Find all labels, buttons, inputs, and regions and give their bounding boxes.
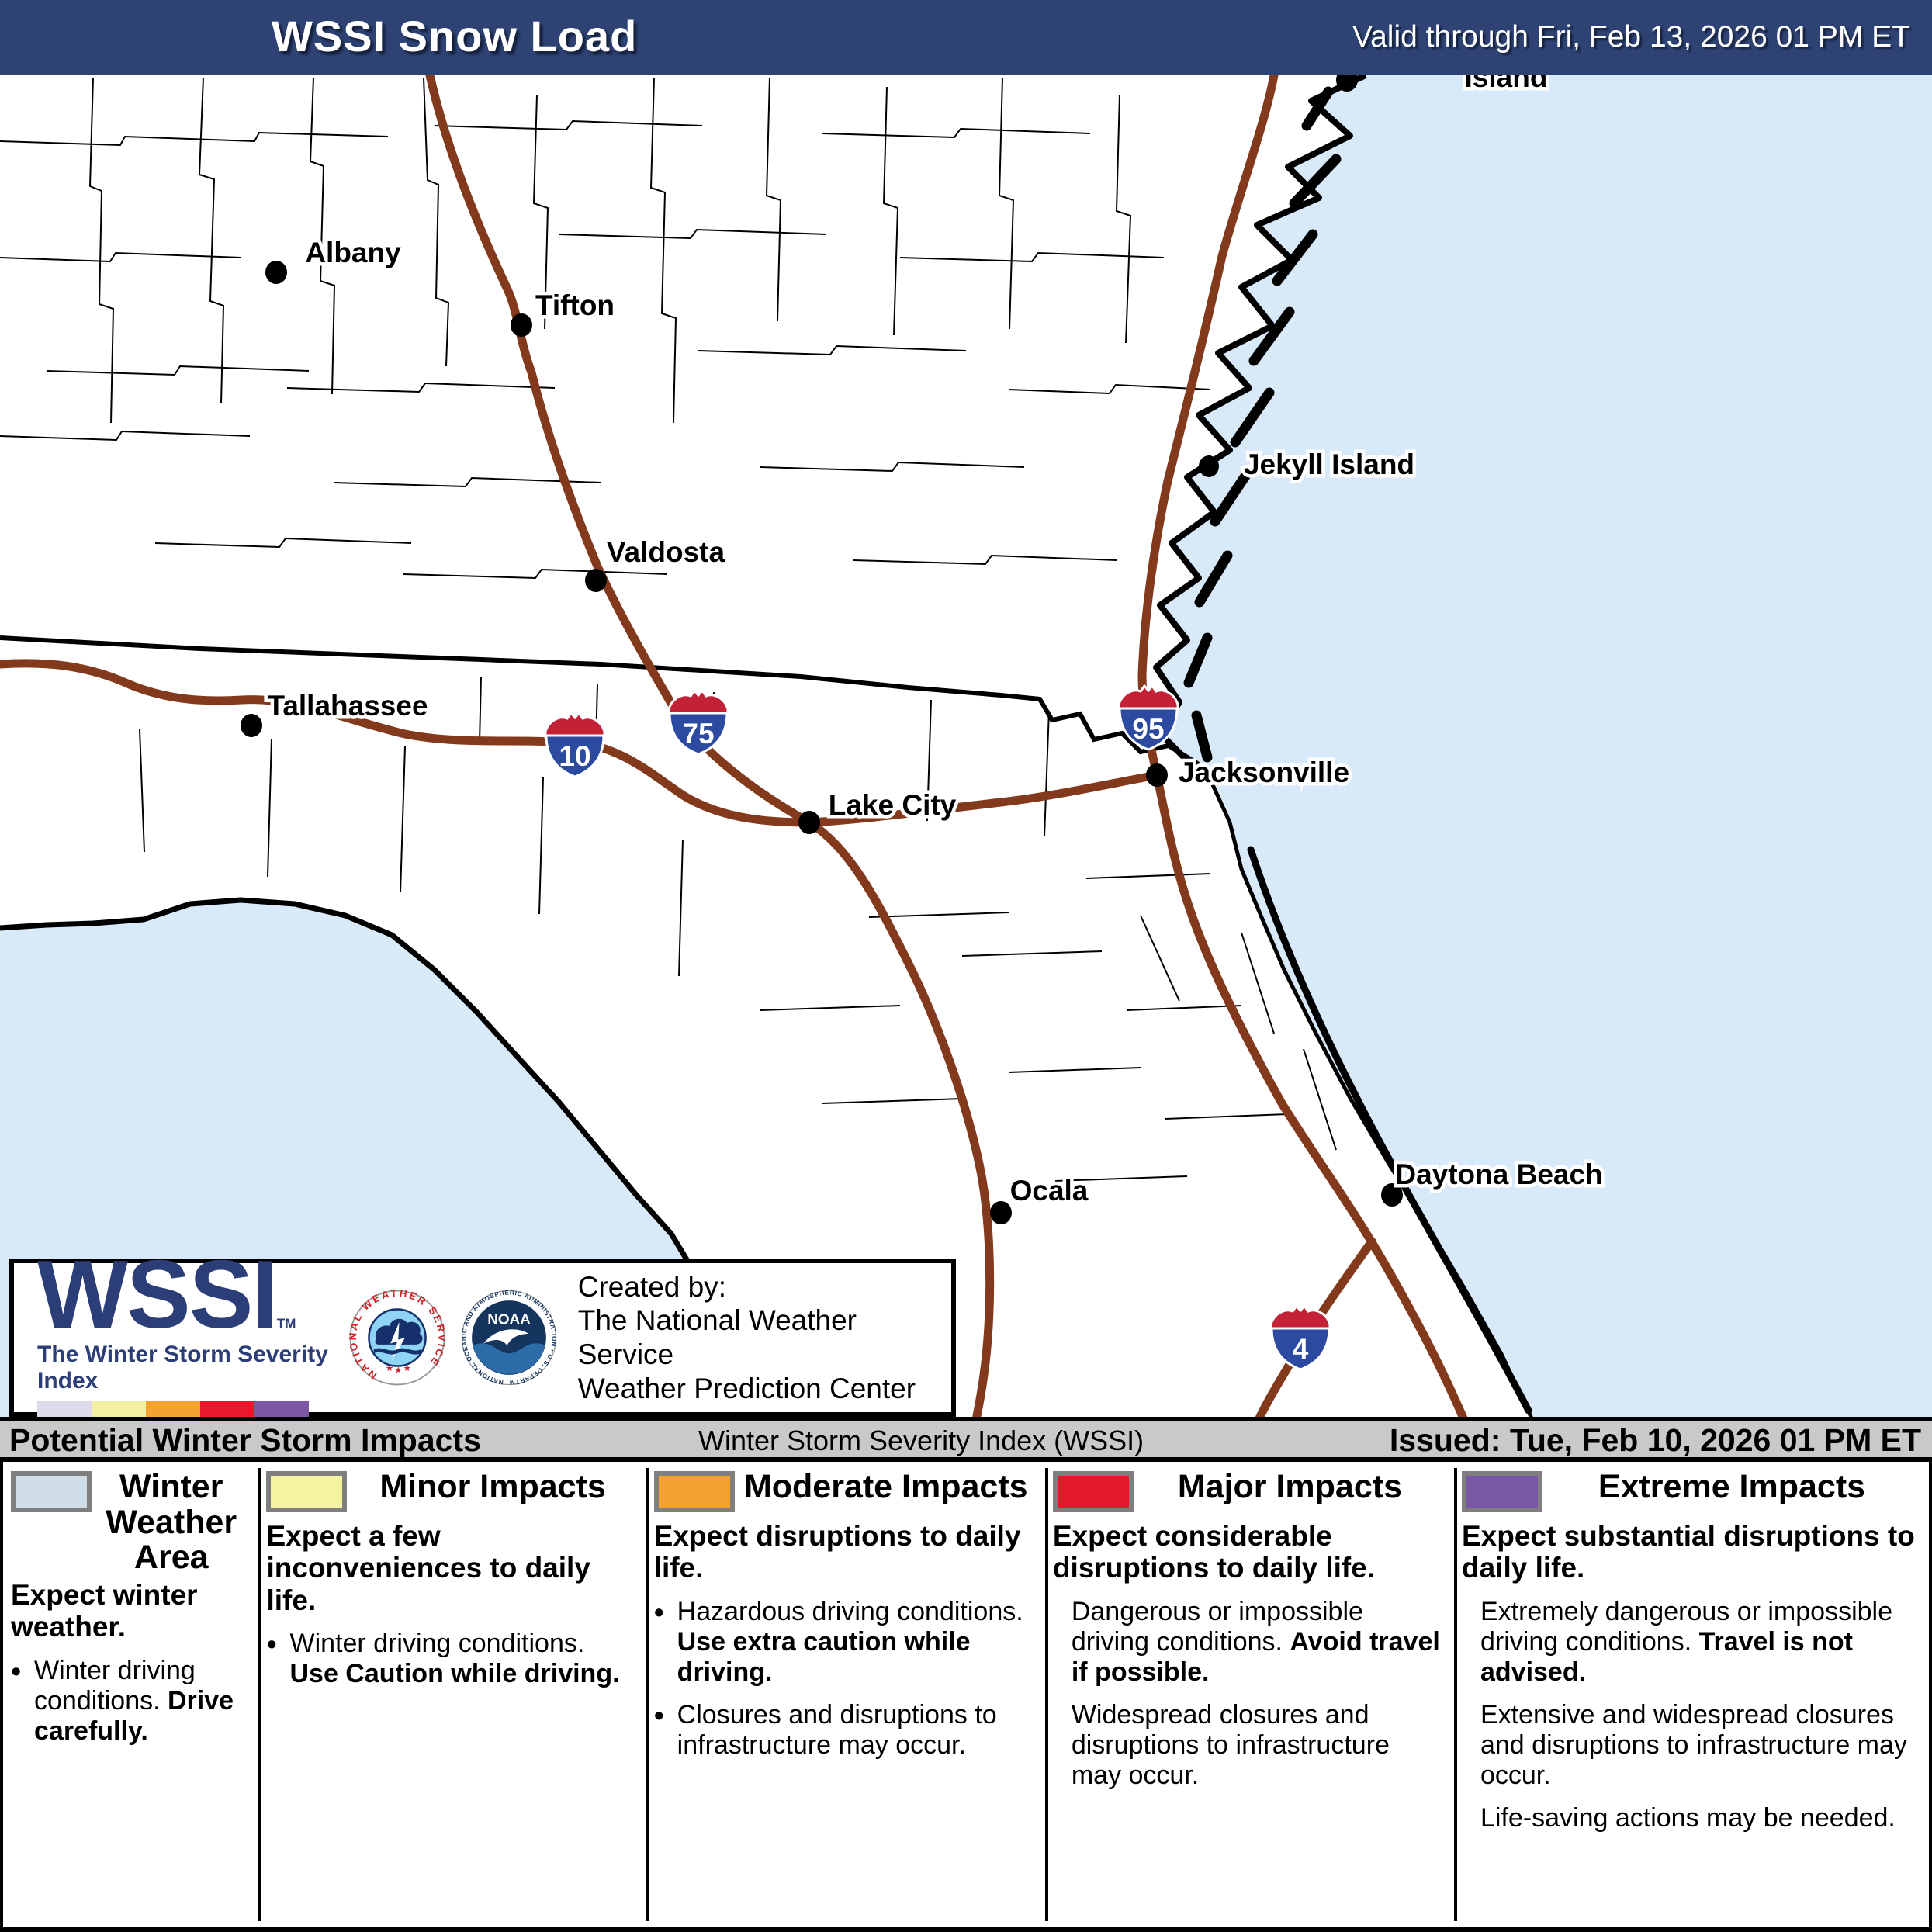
legend-item: Winter driving conditions. Drive careful… (11, 1656, 251, 1747)
city-dot-ocala (990, 1201, 1012, 1224)
header-bar: WSSI Snow Load Valid through Fri, Feb 13… (0, 0, 1932, 75)
svg-text:10: 10 (559, 740, 590, 772)
city-dot-jekyll-island (1199, 455, 1219, 477)
interstate-shield-i4: 4 (1269, 1304, 1331, 1371)
noaa-logo-icon: NATIONAL OCEANIC AND ATMOSPHERIC ADMINIS… (460, 1289, 557, 1387)
city-dot-lake-city (798, 811, 820, 834)
legend-item: Extensive and widespread closures and di… (1480, 1700, 1907, 1791)
city-markers (241, 68, 1403, 1224)
legend: Winter Weather Area Expect winter weathe… (0, 1462, 1932, 1932)
legend-item: Closures and disruptions to infrastructu… (654, 1700, 1037, 1761)
svg-text:★: ★ (394, 1366, 402, 1375)
bullet-marker (654, 1597, 677, 1688)
city-label-lake-city: Lake City (829, 789, 957, 821)
bullet-marker (654, 1700, 677, 1761)
legend-column-moderate-impacts: Moderate Impacts Expect disruptions to d… (646, 1462, 1045, 1927)
legend-title: Major Impacts (1177, 1468, 1402, 1505)
swatch-extreme-impacts (1461, 1471, 1542, 1512)
legend-title: Extreme Impacts (1598, 1468, 1866, 1505)
city-label-daytona-beach: Daytona Beach (1395, 1158, 1602, 1190)
impact-bar-title: Potential Winter Storm Impacts (9, 1422, 481, 1458)
legend-column-minor-impacts: Minor Impacts Expect a few inconvenience… (258, 1462, 646, 1927)
bullet-marker (11, 1656, 34, 1747)
svg-text:NOAA: NOAA (487, 1311, 531, 1328)
legend-item: Hazardous driving conditions. Use extra … (654, 1597, 1037, 1688)
city-dot-tallahassee (241, 714, 262, 737)
impact-bar: Potential Winter Storm Impacts Winter St… (0, 1417, 1932, 1462)
created-by-line1: Created by: (577, 1270, 727, 1303)
legend-heading: Expect winter weather. (11, 1578, 198, 1643)
legend-item: Widespread closures and disruptions to i… (1071, 1700, 1390, 1791)
swatch-moderate-impacts (653, 1471, 735, 1512)
land (0, 75, 1532, 1420)
legend-title: Minor Impacts (379, 1468, 606, 1505)
legend-heading: Expect disruptions to daily life. (653, 1520, 1021, 1584)
wssi-tagline: The Winter Storm Severity Index (37, 1341, 328, 1394)
svg-text:★: ★ (386, 1364, 393, 1373)
wssi-logo: WSSITM The Winter Storm Severity Index (37, 1247, 334, 1421)
interstate-shield-i10: 10 (544, 711, 606, 778)
city-label-ocala: Ocala (1010, 1175, 1089, 1207)
legend-heading: Expect considerable disruptions to daily… (1052, 1520, 1376, 1584)
barrier-islands (1183, 86, 1532, 1414)
interstate-shield-i75: 75 (667, 688, 729, 756)
city-label-jacksonville: Jacksonville (1179, 757, 1349, 788)
city-label-albany: Albany (305, 237, 401, 268)
legend-title: Winter Weather Area (106, 1468, 237, 1577)
created-by-line2: The National Weather Service (577, 1304, 857, 1370)
city-dot-jacksonville (1146, 763, 1168, 787)
swatch-winter-weather (11, 1471, 92, 1512)
legend-column-extreme-impacts: Extreme Impacts Expect substantial disru… (1453, 1462, 1929, 1927)
state-boundary (0, 635, 1200, 767)
svg-text:95: 95 (1132, 713, 1164, 745)
nws-logo-icon: NATIONAL WEATHER SERVICE ★ ★ ★ (348, 1289, 445, 1386)
city-label-tallahassee: Tallahassee (267, 690, 428, 722)
legend-item: Life-saving actions may be needed. (1480, 1803, 1896, 1833)
swatch-minor-impacts (266, 1471, 348, 1512)
legend-title: Moderate Impacts (743, 1468, 1028, 1505)
wssi-logo-box: WSSITM The Winter Storm Severity Index N… (9, 1247, 956, 1421)
issued-text: Issued: Tue, Feb 10, 2026 01 PM ET (1389, 1422, 1921, 1458)
interstate-shield-i95: 95 (1117, 684, 1179, 751)
legend-item: Extremely dangerous or impossible drivin… (1480, 1596, 1893, 1688)
svg-text:4: 4 (1293, 1333, 1309, 1365)
svg-text:75: 75 (682, 718, 714, 750)
swatch-major-impacts (1052, 1471, 1134, 1512)
city-dot-daytona-beach (1381, 1183, 1403, 1207)
svg-text:★: ★ (403, 1364, 410, 1373)
city-dot-valdosta (585, 569, 607, 592)
county-boundaries (0, 77, 1337, 1182)
legend-column-major-impacts: Major Impacts Expect considerable disrup… (1044, 1462, 1454, 1927)
city-label-jekyll-island: Jekyll Island (1244, 448, 1414, 480)
city-labels: Albany Tifton Valdosta Tallahassee Lake … (264, 58, 1606, 1210)
city-label-valdosta: Valdosta (607, 536, 725, 568)
legend-item: Dangerous or impossible driving conditio… (1071, 1596, 1440, 1688)
valid-through-text: Valid through Fri, Feb 13, 2026 01 PM ET (1352, 20, 1910, 54)
created-by-line3: Weather Prediction Center (577, 1372, 916, 1404)
page-title: WSSI Snow Load (272, 12, 638, 61)
legend-heading: Expect substantial disruptions to daily … (1461, 1520, 1915, 1584)
legend-item: Winter driving conditions. Use Caution w… (266, 1629, 638, 1689)
impact-bar-subtitle: Winter Storm Severity Index (WSSI) (698, 1425, 1144, 1456)
city-label-tifton: Tifton (535, 289, 615, 321)
created-by-text: Created by: The National Weather Service… (578, 1270, 951, 1406)
city-dot-tifton (511, 313, 532, 337)
legend-heading: Expect a few inconveniences to daily lif… (266, 1520, 590, 1616)
bullet-marker (266, 1629, 289, 1689)
legend-column-winter-weather-area: Winter Weather Area Expect winter weathe… (3, 1462, 258, 1927)
city-dot-albany (265, 261, 287, 284)
wssi-wordmark: WSSI (37, 1241, 279, 1349)
trademark-mark: TM (276, 1316, 296, 1331)
